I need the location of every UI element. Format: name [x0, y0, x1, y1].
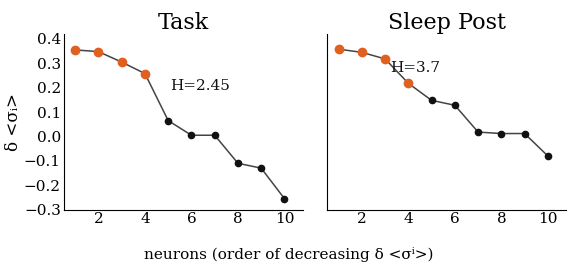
Y-axis label: δ <σᵢ>: δ <σᵢ> [5, 93, 23, 151]
Text: neurons (order of decreasing δ <σⁱ>): neurons (order of decreasing δ <σⁱ>) [144, 247, 434, 262]
Title: Sleep Post: Sleep Post [388, 12, 506, 34]
Text: H=3.7: H=3.7 [390, 61, 440, 75]
Text: H=2.45: H=2.45 [171, 79, 231, 93]
Title: Task: Task [158, 12, 209, 34]
